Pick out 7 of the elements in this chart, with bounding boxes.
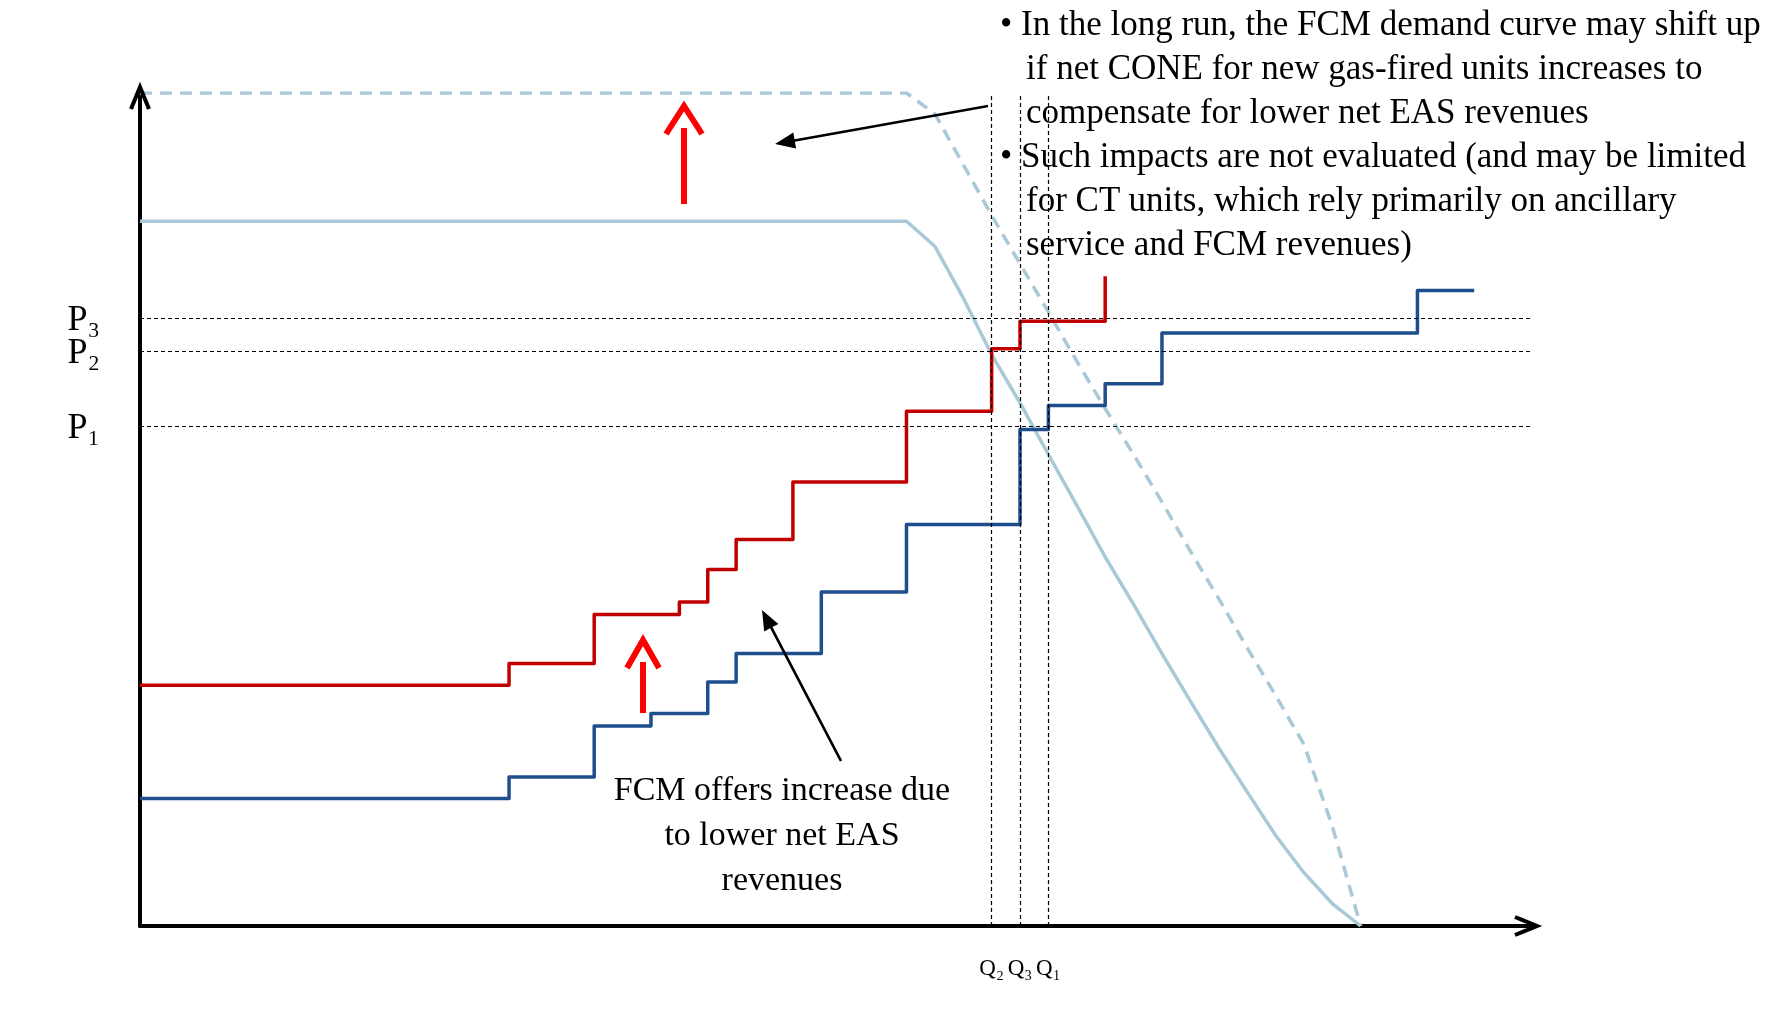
annotation: • Such impacts are not evaluated (and may be limited for CT units, which rely primarily on ancillary service and FCM revenues) (1000, 135, 1748, 265)
x-tick-label: Q₁ (1036, 955, 1061, 980)
x-tick-label: Q₂ (979, 955, 1004, 980)
x-tick-label: Q₃ (1007, 955, 1033, 980)
annotation: • In the long run, the FCM demand curve may shift up if net CONE for new gas-fired units increases to compensate for lower net EAS revenues (1000, 3, 1762, 133)
annotation: FCM offers increase due to lower net EAS revenues (612, 769, 952, 899)
ref-line-label: P₁ (67, 406, 100, 447)
